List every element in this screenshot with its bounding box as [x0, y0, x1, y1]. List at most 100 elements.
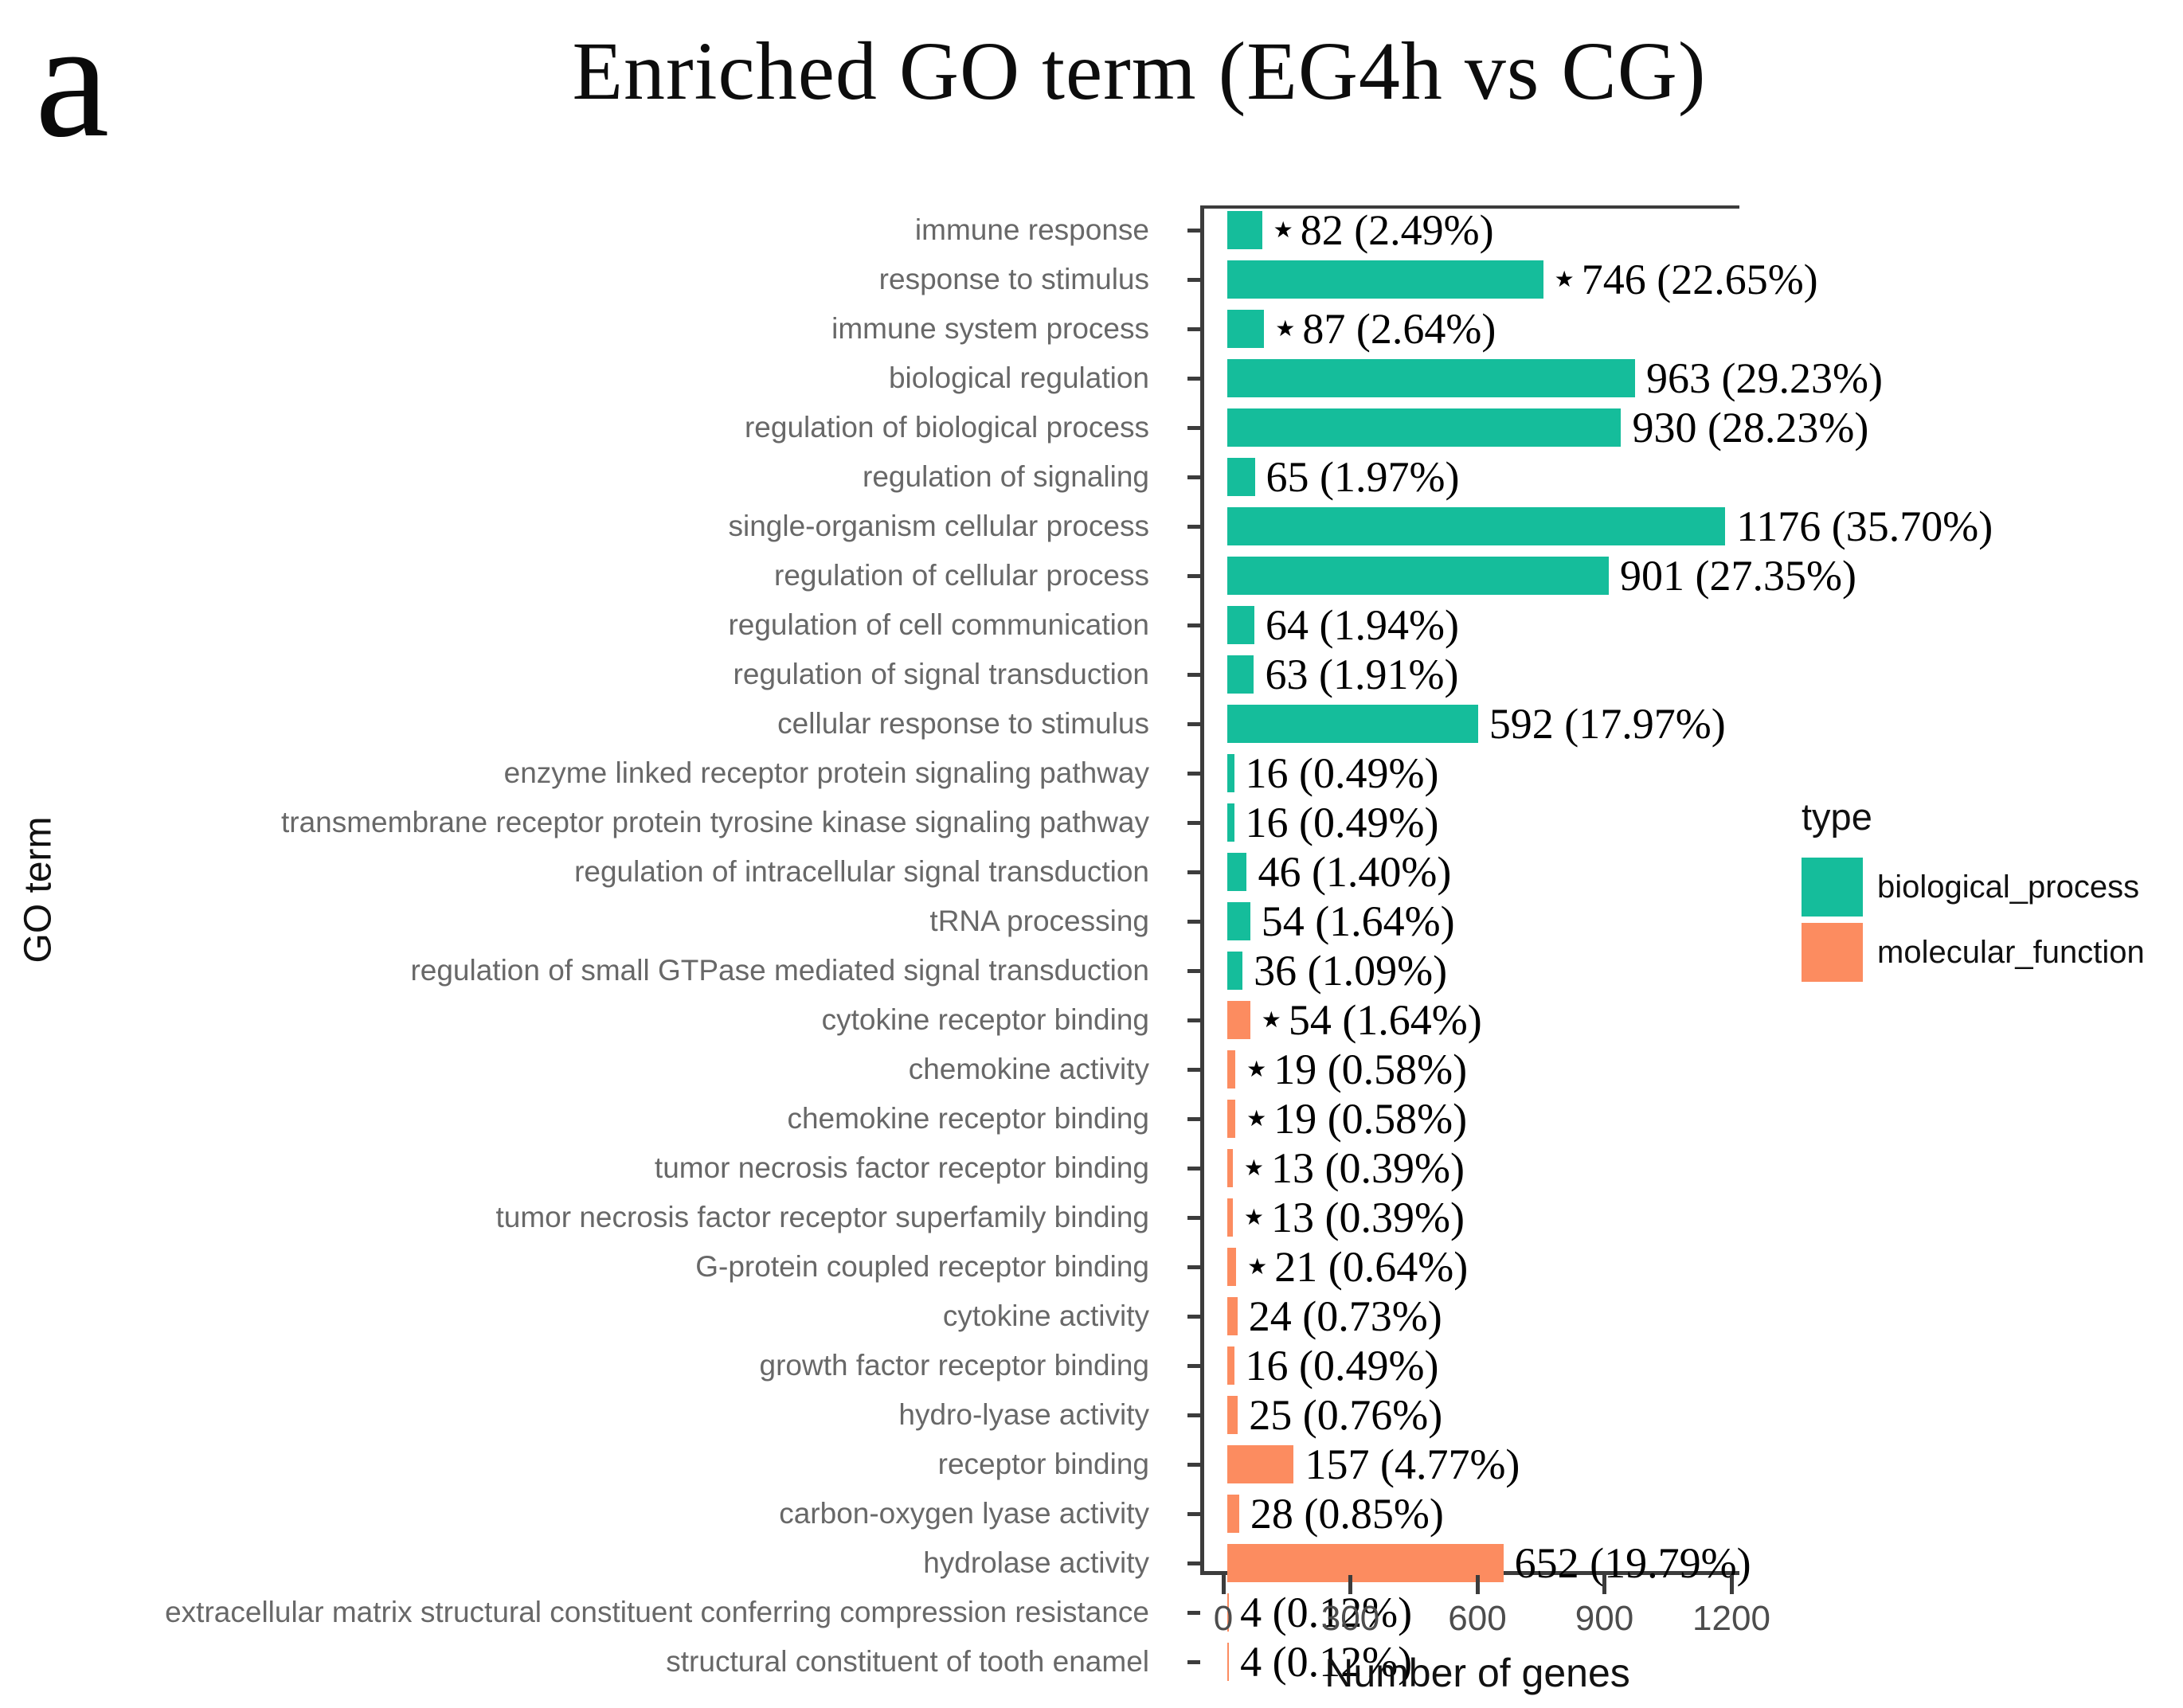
bar-value-text: 4 (0.12%)	[1240, 1589, 1413, 1636]
bar	[1227, 408, 1622, 447]
bar-value-label: ★ 13 (0.39%)	[1244, 1193, 1465, 1242]
category-label: G-protein coupled receptor binding	[695, 1250, 1149, 1283]
bar	[1227, 310, 1265, 348]
significance-star-icon: ★	[1554, 266, 1575, 292]
legend-item-biological-process: biological_process	[1802, 858, 2145, 917]
bar-value-text: 24 (0.73%)	[1248, 1292, 1442, 1340]
bar-value-label: 901 (27.35%)	[1620, 551, 1856, 600]
bar-zone: ★ 13 (0.39%)	[1227, 1143, 2183, 1193]
category-label: tRNA processing	[929, 905, 1149, 937]
bar-value-text: 157 (4.77%)	[1305, 1440, 1520, 1488]
bar-row: G-protein coupled receptor binding ★ 21 (0…	[0, 1242, 2183, 1292]
bar-value-text: 13 (0.39%)	[1271, 1194, 1465, 1241]
bar-value-text: 746 (22.65%)	[1581, 256, 1818, 303]
bar-value-text: 54 (1.64%)	[1261, 897, 1455, 945]
x-axis-tick	[1602, 1575, 1606, 1594]
bar	[1227, 1297, 1238, 1335]
category-label: chemokine receptor binding	[787, 1102, 1149, 1135]
y-axis-tick	[1187, 1067, 1200, 1072]
category-label: hydrolase activity	[923, 1546, 1149, 1579]
category-label: growth factor receptor binding	[759, 1349, 1150, 1382]
bar-value-label: 1176 (35.70%)	[1736, 502, 1993, 551]
bar-value-label: 592 (17.97%)	[1489, 699, 1726, 748]
bar-zone: 4 (0.12%)	[1227, 1637, 2183, 1687]
bar	[1227, 260, 1543, 299]
bar-value-label: 65 (1.97%)	[1266, 452, 1460, 502]
bar	[1227, 655, 1254, 694]
category-label: regulation of intracellular signal trans…	[574, 855, 1149, 888]
bar-zone: 16 (0.49%)	[1227, 798, 2183, 847]
bar-row: immune system process ★ 87 (2.64%)	[0, 304, 2183, 354]
bar-zone: 54 (1.64%)	[1227, 897, 2183, 946]
bar-row: chemokine activity ★ 19 (0.58%)	[0, 1045, 2183, 1094]
bar	[1227, 853, 1247, 891]
bar-row: transmembrane receptor protein tyrosine …	[0, 798, 2183, 847]
bar-row: cellular response to stimulus 592 (17.97%…	[0, 699, 2183, 748]
category-label: transmembrane receptor protein tyrosine …	[280, 806, 1149, 838]
x-axis-tick-labels: 0 300 600 900 1200	[1200, 1599, 1770, 1647]
bar-value-text: 592 (17.97%)	[1489, 700, 1726, 748]
category-label: hydro-lyase activity	[898, 1398, 1149, 1431]
bar-row: carbon-oxygen lyase activity 28 (0.85%)	[0, 1489, 2183, 1538]
bar	[1227, 1445, 1294, 1483]
bar-value-text: 19 (0.58%)	[1273, 1095, 1468, 1143]
bar-value-label: 16 (0.49%)	[1246, 1341, 1439, 1390]
bar	[1227, 1643, 1230, 1681]
bar-row: tRNA processing 54 (1.64%)	[0, 897, 2183, 946]
bar-value-label: ★ 82 (2.49%)	[1273, 205, 1494, 255]
bar	[1227, 557, 1610, 595]
bar	[1227, 705, 1478, 743]
bar-value-text: 16 (0.49%)	[1245, 1342, 1439, 1389]
bar-row: hydrolase activity 652 (19.79%)	[0, 1538, 2183, 1588]
category-label: cellular response to stimulus	[777, 707, 1149, 740]
x-axis-tick-label: 600	[1448, 1599, 1507, 1638]
category-label: regulation of cellular process	[774, 559, 1149, 592]
bar-row: regulation of cell communication 64 (1.94…	[0, 600, 2183, 650]
y-axis-tick	[1187, 820, 1200, 825]
bar-value-text: 901 (27.35%)	[1620, 552, 1856, 600]
y-axis-tick	[1187, 1018, 1200, 1022]
category-label: structural constituent of tooth enamel	[666, 1645, 1149, 1678]
bar-value-label: 16 (0.49%)	[1246, 798, 1439, 847]
category-label: tumor necrosis factor receptor superfami…	[495, 1201, 1149, 1233]
bar-row: single-organism cellular process 1176 (35…	[0, 502, 2183, 551]
category-label: tumor necrosis factor receptor binding	[654, 1151, 1149, 1184]
bar-value-label: ★ 19 (0.58%)	[1246, 1045, 1467, 1094]
bar-value-text: 28 (0.85%)	[1250, 1490, 1444, 1538]
bar-row: regulation of cellular process 901 (27.35…	[0, 551, 2183, 600]
bar-value-text: 4 (0.12%)	[1240, 1638, 1413, 1686]
biological-process-swatch-icon	[1802, 858, 1863, 917]
bar-row: immune response ★ 82 (2.49%)	[0, 205, 2183, 255]
bar-row: tumor necrosis factor receptor superfami…	[0, 1193, 2183, 1242]
category-label: regulation of signal transduction	[733, 658, 1149, 690]
bar-value-text: 54 (1.64%)	[1288, 996, 1482, 1044]
bar-zone: 25 (0.76%)	[1227, 1390, 2183, 1440]
bar-zone: 63 (1.91%)	[1227, 650, 2183, 699]
category-label: cytokine receptor binding	[821, 1003, 1149, 1036]
y-axis-tick	[1187, 1166, 1200, 1171]
x-axis-tick	[1729, 1575, 1734, 1594]
bar-row: enzyme linked receptor protein signaling…	[0, 748, 2183, 798]
x-axis-tick	[1221, 1575, 1226, 1594]
y-axis-tick	[1187, 1413, 1200, 1417]
bar-value-text: 25 (0.76%)	[1249, 1391, 1443, 1439]
bar-zone: ★ 13 (0.39%)	[1227, 1193, 2183, 1242]
x-axis-ticks	[1200, 1575, 1739, 1596]
x-axis-tick-label: 300	[1320, 1599, 1380, 1638]
bar-value-label: ★ 13 (0.39%)	[1244, 1143, 1465, 1193]
y-axis-tick	[1187, 228, 1200, 233]
legend-title: type	[1802, 795, 1872, 838]
x-axis-tick-label: 1200	[1692, 1599, 1770, 1638]
y-axis-tick	[1187, 968, 1200, 973]
bar	[1227, 211, 1262, 249]
category-label: immune response	[914, 213, 1149, 246]
y-axis-tick	[1187, 425, 1200, 430]
y-axis-tick	[1187, 623, 1200, 627]
bar-value-label: 16 (0.49%)	[1246, 748, 1439, 798]
y-axis-title: GO term	[17, 816, 60, 963]
chart-title: Enriched GO term (EG4h vs CG)	[572, 25, 1707, 117]
bar-value-label: 28 (0.85%)	[1250, 1489, 1444, 1538]
category-label: carbon-oxygen lyase activity	[779, 1497, 1149, 1530]
significance-star-icon: ★	[1275, 315, 1296, 342]
legend-item-label: biological_process	[1877, 869, 2140, 905]
